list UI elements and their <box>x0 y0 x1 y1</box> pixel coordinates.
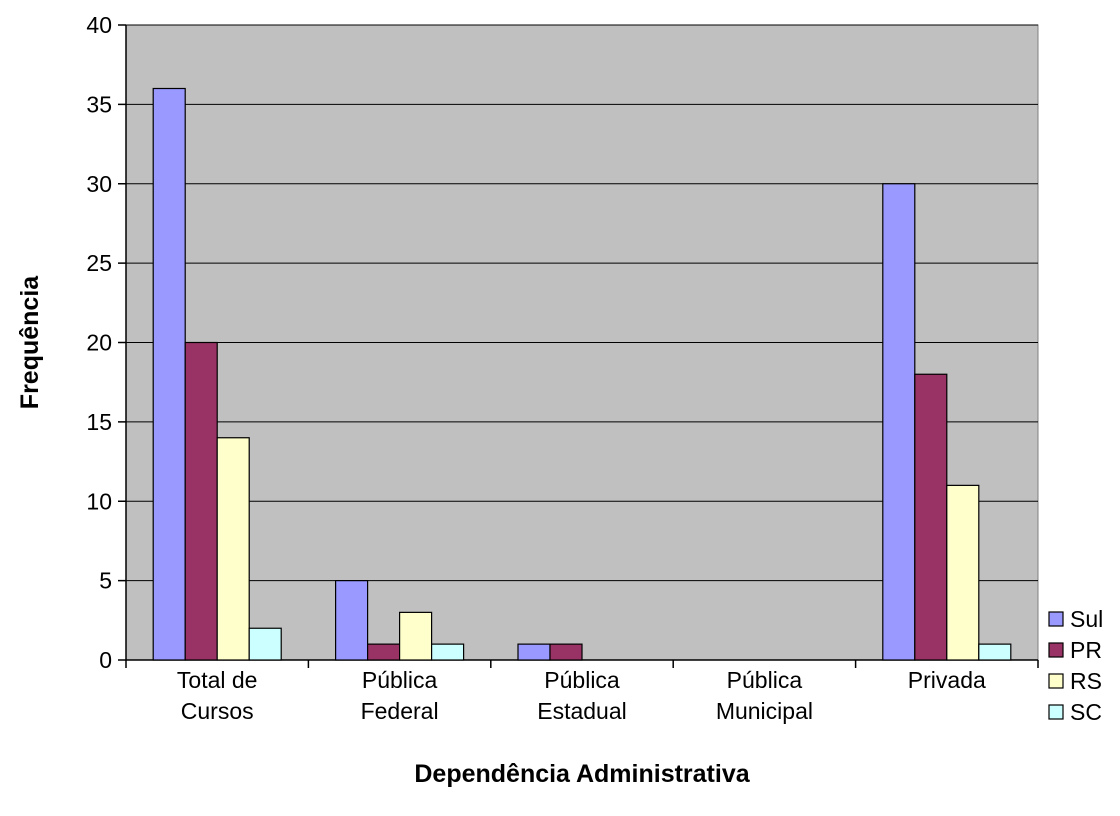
x-axis-ticks: Total de Cursos Pública Federal Pública Estad… <box>125 660 1039 724</box>
bar-sul <box>335 580 369 661</box>
x-tick-label-line: Federal <box>361 698 439 724</box>
x-tick-label-line: Pública <box>362 667 438 693</box>
bars-group <box>152 87 1012 661</box>
x-tick-label: Pública Estadual <box>537 667 627 724</box>
x-tick-label-line: Pública <box>544 667 620 693</box>
bar-rs <box>399 611 433 661</box>
x-tick-label: Total de Cursos <box>177 667 258 724</box>
legend-label-sc: SC <box>1070 699 1102 725</box>
legend-label-pr: PR <box>1070 637 1102 663</box>
legend-swatch-sul <box>1048 611 1064 627</box>
x-tick-label-line: Privada <box>908 667 986 693</box>
bar-sc <box>978 643 1012 661</box>
y-tick-label: 15 <box>86 409 112 435</box>
legend-label-rs: RS <box>1070 668 1102 694</box>
x-tick-label-line: Total de <box>177 667 258 693</box>
x-tick-label: Privada <box>908 667 986 693</box>
x-axis-title: Dependência Administrativa <box>414 760 750 788</box>
bar-sc <box>431 643 465 661</box>
bar-pr <box>914 373 948 661</box>
x-tick-label-line: Pública <box>727 667 803 693</box>
bar-sc <box>248 627 282 661</box>
bar-sul <box>517 643 551 661</box>
x-tick-label-line: Municipal <box>716 698 813 724</box>
y-tick-label: 5 <box>99 568 112 594</box>
bar-pr <box>184 341 218 661</box>
legend-swatch-rs <box>1048 673 1064 689</box>
y-tick-label: 10 <box>86 488 112 514</box>
y-axis-ticks: 0 5 10 15 20 25 30 35 40 <box>86 12 126 673</box>
bar-pr <box>549 643 583 661</box>
bar-rs <box>946 484 980 661</box>
x-tick-label: Pública Municipal <box>716 667 813 724</box>
bar-pr <box>367 643 401 661</box>
y-tick-label: 35 <box>86 91 112 117</box>
legend: Sul PR RS SC <box>1048 606 1103 725</box>
bar-rs <box>216 437 250 661</box>
bar-sul <box>152 87 186 661</box>
legend-label-sul: Sul <box>1070 606 1103 632</box>
x-tick-label-line: Cursos <box>181 698 254 724</box>
bar-sul <box>882 183 916 661</box>
x-tick-label-line: Estadual <box>537 698 627 724</box>
y-tick-label: 0 <box>99 647 112 673</box>
legend-swatch-pr <box>1048 642 1064 658</box>
y-tick-label: 25 <box>86 250 112 276</box>
y-tick-label: 30 <box>86 171 112 197</box>
y-axis-title: Frequência <box>16 275 44 409</box>
x-tick-label: Pública Federal <box>361 667 439 724</box>
legend-swatch-sc <box>1048 704 1064 720</box>
y-tick-label: 40 <box>86 12 112 38</box>
y-tick-label: 20 <box>86 330 112 356</box>
